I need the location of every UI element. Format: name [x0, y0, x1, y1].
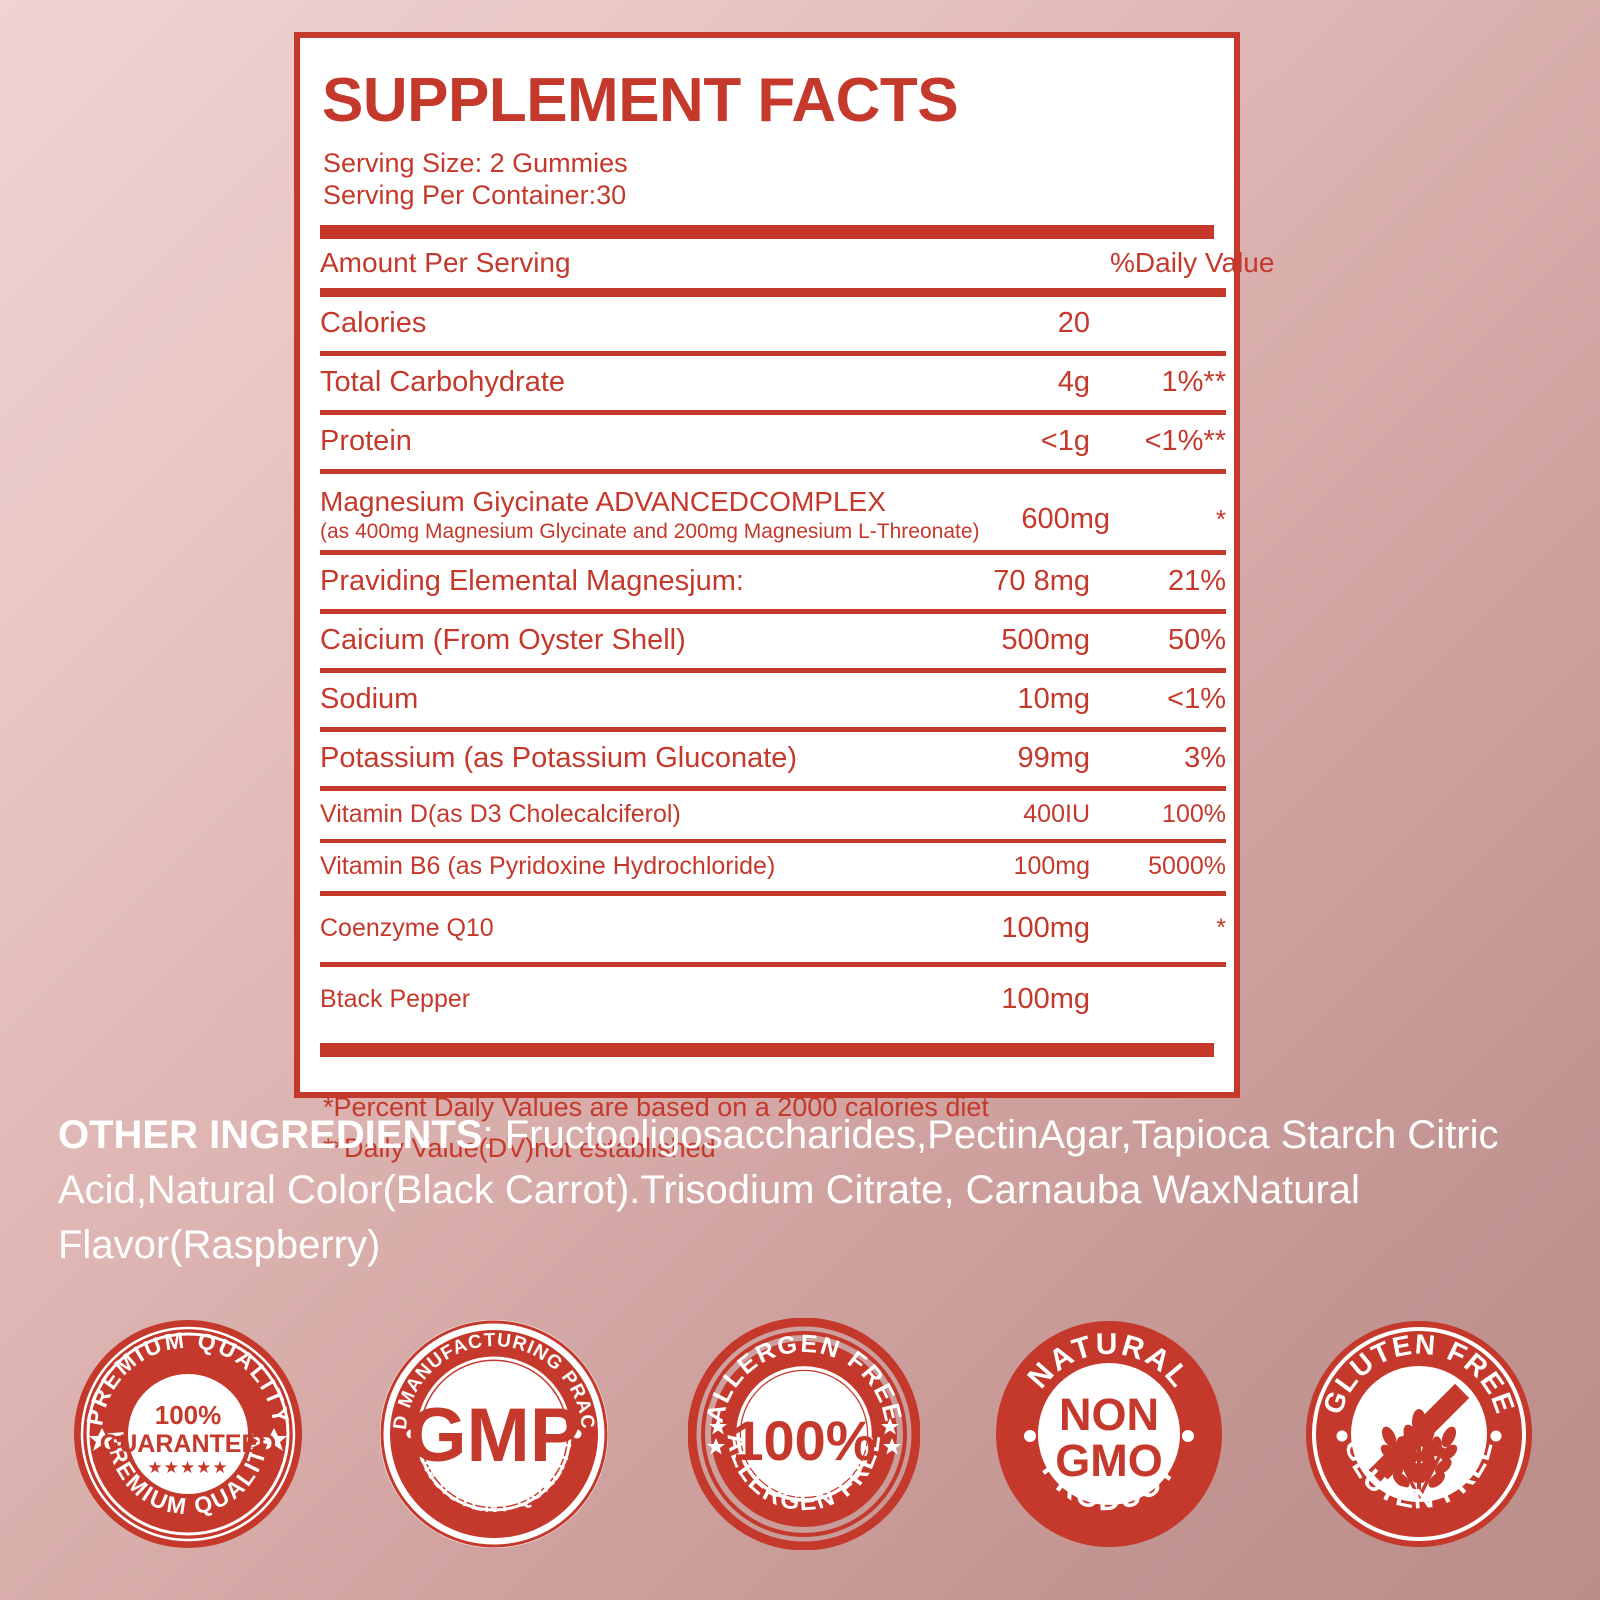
certification-badges: PREMIUM QUALITY PREMIUM QUALITY 100% GUA… [0, 1300, 1600, 1600]
bottom-heavy-rule [320, 1043, 1214, 1058]
row-name: Btack Pepper [320, 985, 471, 1014]
top-heavy-rule [320, 225, 1214, 240]
other-ingredients-label: OTHER INGREDIENTS [58, 1113, 483, 1157]
row-divider [320, 668, 1226, 675]
row-name: Potassium (as Potassium Gluconate) [320, 742, 798, 775]
table-row: Btack Pepper 100mg [320, 967, 1226, 1033]
row-dv: 50% [1167, 624, 1226, 657]
row-dv [1110, 967, 1226, 1033]
table-row: Sodium 10mg <1% [320, 673, 1226, 730]
badge-center-line1: 100% [732, 1409, 875, 1472]
row-amount: 70 8mg [993, 565, 1090, 598]
row-divider [320, 727, 1226, 734]
table-row: Caicium (From Oyster Shell) 500mg 50% [320, 614, 1226, 671]
table-row: Vitamin D(as D3 Cholecalciferol) 400IU 1… [320, 791, 1226, 841]
row-dv [1110, 297, 1226, 354]
row-dv: * [1215, 503, 1226, 534]
row-dv: 21% [1167, 565, 1226, 598]
other-ingredients-text: Fructooligosaccharides,PectinAgar,Tapioc… [58, 1113, 1499, 1268]
row-name: Vitamin B6 (as Pyridoxine Hydrochloride) [320, 852, 776, 881]
row-dv: <1% [1167, 683, 1226, 716]
row-dv: 3% [1184, 742, 1226, 775]
supplement-facts-panel: SUPPLEMENT FACTS Serving Size: 2 Gummies… [294, 32, 1275, 1163]
row-amount: 400IU [1023, 800, 1090, 829]
row-divider [320, 469, 1226, 476]
table-row: Coenzyme Q10 100mg * [320, 896, 1226, 965]
row-name: Sodium [320, 683, 419, 716]
serving-info: Serving Size: 2 Gummies Serving Per Cont… [323, 148, 1214, 211]
amount-per-serving-label: Amount Per Serving [320, 247, 571, 279]
row-divider [320, 891, 1226, 898]
panel-inner: SUPPLEMENT FACTS Serving Size: 2 Gummies… [300, 38, 1275, 1163]
row-divider [320, 410, 1226, 417]
header-rule [320, 288, 1226, 298]
row-divider [320, 609, 1226, 616]
footnote-percent-dv: *Percent Daily Values are based on a 200… [323, 1092, 989, 1123]
row-dv: <1%** [1144, 425, 1226, 458]
row-amount: 600mg [1021, 502, 1110, 535]
supplement-facts-table: Amount Per Serving %Daily Value Calories… [320, 239, 1275, 1033]
table-header-row: Amount Per Serving %Daily Value [320, 239, 1275, 288]
row-amount: 99mg [1017, 742, 1090, 775]
row-name: Protein [320, 425, 412, 458]
badge-center-line2: GUARANTEED [100, 1430, 276, 1458]
row-dv: 5000% [1148, 852, 1226, 881]
badge-center-line1: NON [1059, 1389, 1159, 1440]
row-dv: * [1216, 914, 1226, 943]
row-divider [320, 550, 1226, 557]
table-row: Praviding Elemental Magnesjum: 70 8mg 21… [320, 555, 1226, 612]
row-amount: 100mg [1013, 852, 1090, 881]
row-amount: 4g [1057, 366, 1090, 399]
row-amount: 100mg [1001, 983, 1090, 1016]
gmp-badge-icon: GOOD MANUFACTURING PRACTICE CONSISTENT Q… [378, 1318, 610, 1550]
row-amount: 20 [1057, 307, 1090, 340]
table-row: Protein <1g <1%** [320, 415, 1226, 472]
row-name: Praviding Elemental Magnesjum: [320, 565, 744, 598]
row-name: Calories [320, 307, 427, 340]
row-name: Magnesium Giycinate ADVANCEDCOMPLEX [320, 486, 886, 518]
row-amount: 10mg [1017, 683, 1090, 716]
table-row: Magnesium Giycinate ADVANCEDCOMPLEX (as … [320, 474, 1226, 553]
badge-center-line2: GMO [1055, 1435, 1163, 1486]
serving-per-container: Serving Per Container:30 [323, 179, 627, 210]
allergen-free-badge-icon: ALLERGEN FREE ALLERGEN FREE 100% [688, 1318, 920, 1550]
row-name: Vitamin D(as D3 Cholecalciferol) [320, 800, 681, 829]
row-divider [320, 786, 1226, 793]
daily-value-label: %Daily Value [1110, 247, 1275, 279]
page-title: SUPPLEMENT FACTS [322, 66, 959, 135]
row-dv: 1%** [1161, 366, 1227, 399]
badge-center-line1: 100% [155, 1400, 222, 1430]
other-ingredients-block: OTHER INGREDIENTS: Fructooligosaccharide… [58, 1108, 1558, 1274]
row-subtext: (as 400mg Magnesium Glycinate and 200mg … [320, 520, 980, 544]
non-gmo-badge-icon: NATURAL PRODUCT NON GMO [993, 1318, 1225, 1550]
row-divider [320, 962, 1226, 969]
badge-center-line1: GMP [407, 1393, 580, 1478]
gluten-free-badge-icon: GLUTEN FREE GLUTEN FREE [1303, 1318, 1535, 1550]
badge-stars: ★★★★★ [147, 1458, 228, 1478]
other-ingredients-separator: : [482, 1113, 505, 1157]
premium-quality-badge-icon: PREMIUM QUALITY PREMIUM QUALITY 100% GUA… [72, 1318, 304, 1550]
row-divider [320, 351, 1226, 358]
table-row: Total Carbohydrate 4g 1%** [320, 356, 1226, 413]
row-name: Total Carbohydrate [320, 366, 566, 399]
footnotes: *Percent Daily Values are based on a 200… [323, 1087, 1214, 1169]
serving-size: Serving Size: 2 Gummies [323, 148, 628, 178]
row-dv: 100% [1162, 800, 1226, 829]
row-amount: <1g [1040, 425, 1090, 458]
footnote-dv-not-established: **Daily Value(DV)not established [323, 1133, 716, 1164]
row-amount: 500mg [1001, 624, 1090, 657]
table-row: Vitamin B6 (as Pyridoxine Hydrochloride)… [320, 843, 1226, 894]
table-row: Calories 20 [320, 297, 1226, 354]
row-name: Coenzyme Q10 [320, 914, 494, 943]
row-name: Caicium (From Oyster Shell) [320, 624, 686, 657]
row-amount: 100mg [1001, 912, 1090, 945]
table-row: Potassium (as Potassium Gluconate) 99mg … [320, 732, 1226, 789]
